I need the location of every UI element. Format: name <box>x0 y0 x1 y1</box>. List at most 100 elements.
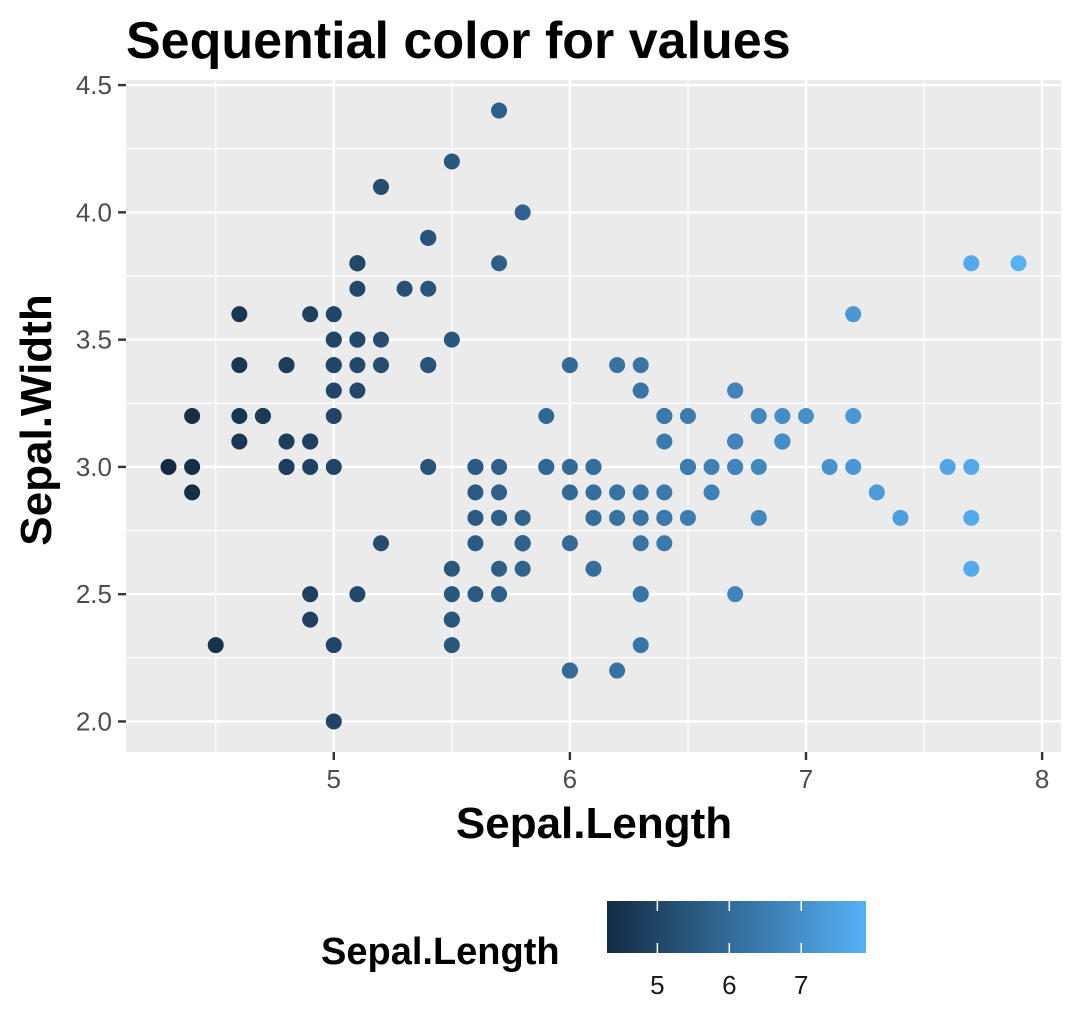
y-axis-title: Sepal.Width <box>12 294 61 545</box>
data-point <box>443 637 460 654</box>
data-point <box>302 458 319 475</box>
data-point <box>585 458 602 475</box>
data-point <box>373 331 389 348</box>
data-point <box>325 713 342 730</box>
data-point <box>609 484 626 501</box>
data-point <box>892 509 909 526</box>
data-point <box>868 484 885 501</box>
data-point <box>609 662 626 679</box>
data-point <box>443 560 460 577</box>
y-axis: 2.0 2.5 3.0 3.5 4.0 4.5 <box>76 70 126 736</box>
data-point <box>349 280 366 297</box>
color-legend: Sepal.Length 5 6 7 <box>321 901 866 1000</box>
data-point <box>632 382 649 399</box>
data-point <box>349 586 366 603</box>
data-point <box>679 458 696 475</box>
data-point <box>727 458 744 475</box>
data-point <box>443 153 460 170</box>
data-point <box>467 535 484 552</box>
data-point <box>585 509 602 526</box>
data-point <box>632 637 649 654</box>
data-point <box>798 408 814 424</box>
data-point <box>561 535 578 552</box>
data-point <box>491 102 508 119</box>
y-tick-label: 3.5 <box>76 325 112 355</box>
data-point <box>325 408 342 424</box>
data-point <box>750 408 767 424</box>
data-point <box>750 509 767 526</box>
data-point <box>325 331 342 348</box>
data-point <box>396 280 413 297</box>
legend-tick-label: 7 <box>794 970 808 1000</box>
plot-panel <box>126 80 1061 752</box>
data-point <box>963 255 980 272</box>
x-tick-label: 5 <box>327 764 341 794</box>
legend-colorbar <box>607 901 866 953</box>
data-point <box>656 535 673 552</box>
data-point <box>278 433 295 450</box>
data-point <box>845 458 862 475</box>
data-point <box>373 535 389 552</box>
data-point <box>278 357 295 374</box>
data-point <box>491 458 508 475</box>
data-point <box>420 357 437 374</box>
data-point <box>538 458 555 475</box>
data-point <box>207 637 224 654</box>
legend-tick-label: 5 <box>650 970 664 1000</box>
data-point <box>325 458 342 475</box>
data-point <box>302 586 319 603</box>
data-point <box>349 357 366 374</box>
data-point <box>538 408 555 424</box>
data-point <box>632 484 649 501</box>
data-point <box>609 357 626 374</box>
data-point <box>514 204 531 221</box>
data-point <box>727 433 744 450</box>
data-point <box>302 306 319 323</box>
data-point <box>679 509 696 526</box>
data-point <box>467 458 484 475</box>
data-point <box>254 408 271 424</box>
data-point <box>420 229 437 246</box>
x-axis-title: Sepal.Length <box>456 799 732 848</box>
data-point <box>231 408 248 424</box>
data-point <box>467 509 484 526</box>
y-tick-label: 3.0 <box>76 452 112 482</box>
x-tick-label: 8 <box>1035 764 1049 794</box>
data-point <box>443 586 460 603</box>
data-point <box>561 484 578 501</box>
data-point <box>585 560 602 577</box>
data-point <box>727 382 744 399</box>
data-point <box>160 458 177 475</box>
data-point <box>656 408 673 424</box>
data-point <box>774 433 791 450</box>
data-point <box>325 306 342 323</box>
data-point <box>561 662 578 679</box>
data-point <box>467 484 484 501</box>
data-point <box>373 178 389 195</box>
data-point <box>325 382 342 399</box>
data-point <box>679 408 696 424</box>
data-point <box>632 535 649 552</box>
data-point <box>349 331 366 348</box>
data-point <box>184 458 201 475</box>
data-point <box>750 458 767 475</box>
chart-title: Sequential color for values <box>126 12 791 70</box>
data-points <box>160 102 1027 730</box>
data-point <box>632 509 649 526</box>
y-tick-label: 2.5 <box>76 579 112 609</box>
data-point <box>325 357 342 374</box>
data-point <box>231 306 248 323</box>
data-point <box>514 560 531 577</box>
data-point <box>561 357 578 374</box>
data-point <box>514 509 531 526</box>
data-point <box>774 408 791 424</box>
data-point <box>420 458 437 475</box>
data-point <box>561 458 578 475</box>
data-point <box>373 357 389 374</box>
data-point <box>703 484 720 501</box>
data-point <box>443 611 460 628</box>
y-tick-label: 4.5 <box>76 70 112 100</box>
data-point <box>231 357 248 374</box>
data-point <box>302 433 319 450</box>
